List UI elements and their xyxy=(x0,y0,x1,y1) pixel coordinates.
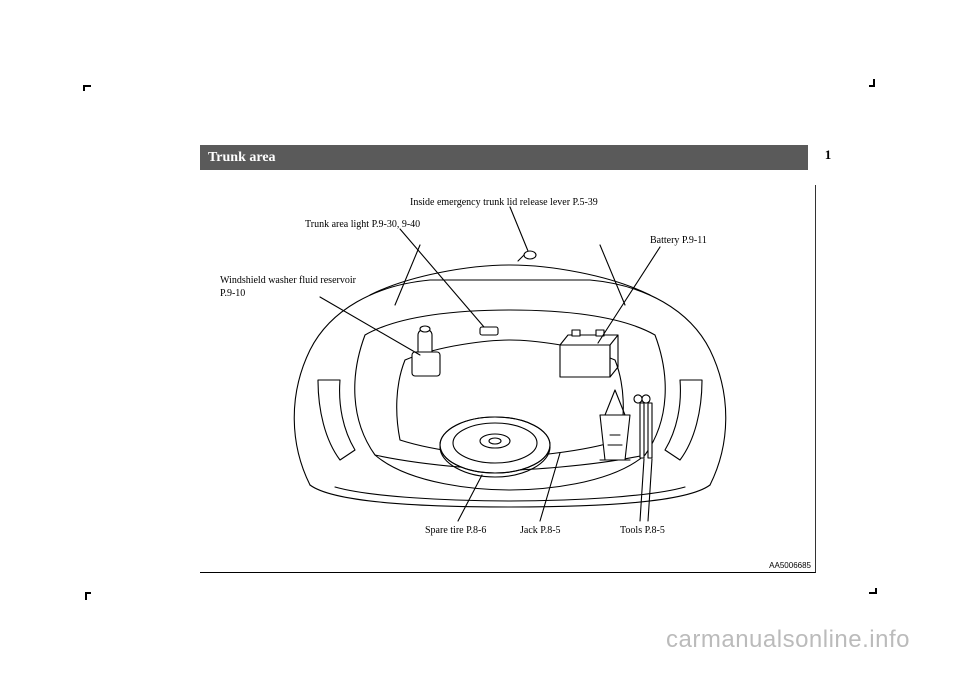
manual-page: Trunk area 1 Inside emergency trunk lid … xyxy=(200,145,840,575)
section-header: Trunk area xyxy=(200,145,808,170)
chapter-number: 1 xyxy=(819,147,837,163)
label-washer-2: P.9-10 xyxy=(220,288,245,301)
crop-mark xyxy=(85,85,91,87)
watermark: carmanualsonline.info xyxy=(666,626,910,654)
section-title: Trunk area xyxy=(208,150,276,165)
crop-mark xyxy=(83,85,85,91)
label-tools: Tools P.8-5 xyxy=(620,525,665,538)
trunk-diagram xyxy=(200,185,816,573)
crop-mark xyxy=(875,588,877,594)
illustration-frame: Inside emergency trunk lid release lever… xyxy=(200,185,816,573)
label-release-lever: Inside emergency trunk lid release lever… xyxy=(410,197,598,210)
label-battery: Battery P.9-11 xyxy=(650,235,707,248)
crop-mark xyxy=(869,85,875,87)
label-spare-tire: Spare tire P.8-6 xyxy=(425,525,486,538)
label-washer-1: Windshield washer fluid reservoir xyxy=(220,275,356,288)
label-jack: Jack P.8-5 xyxy=(520,525,561,538)
image-code: AA5006685 xyxy=(769,561,811,570)
chapter-tab: 1 xyxy=(816,145,840,195)
crop-mark xyxy=(873,79,875,85)
crop-mark xyxy=(85,594,87,600)
label-trunk-light: Trunk area light P.9-30, 9-40 xyxy=(305,219,420,232)
